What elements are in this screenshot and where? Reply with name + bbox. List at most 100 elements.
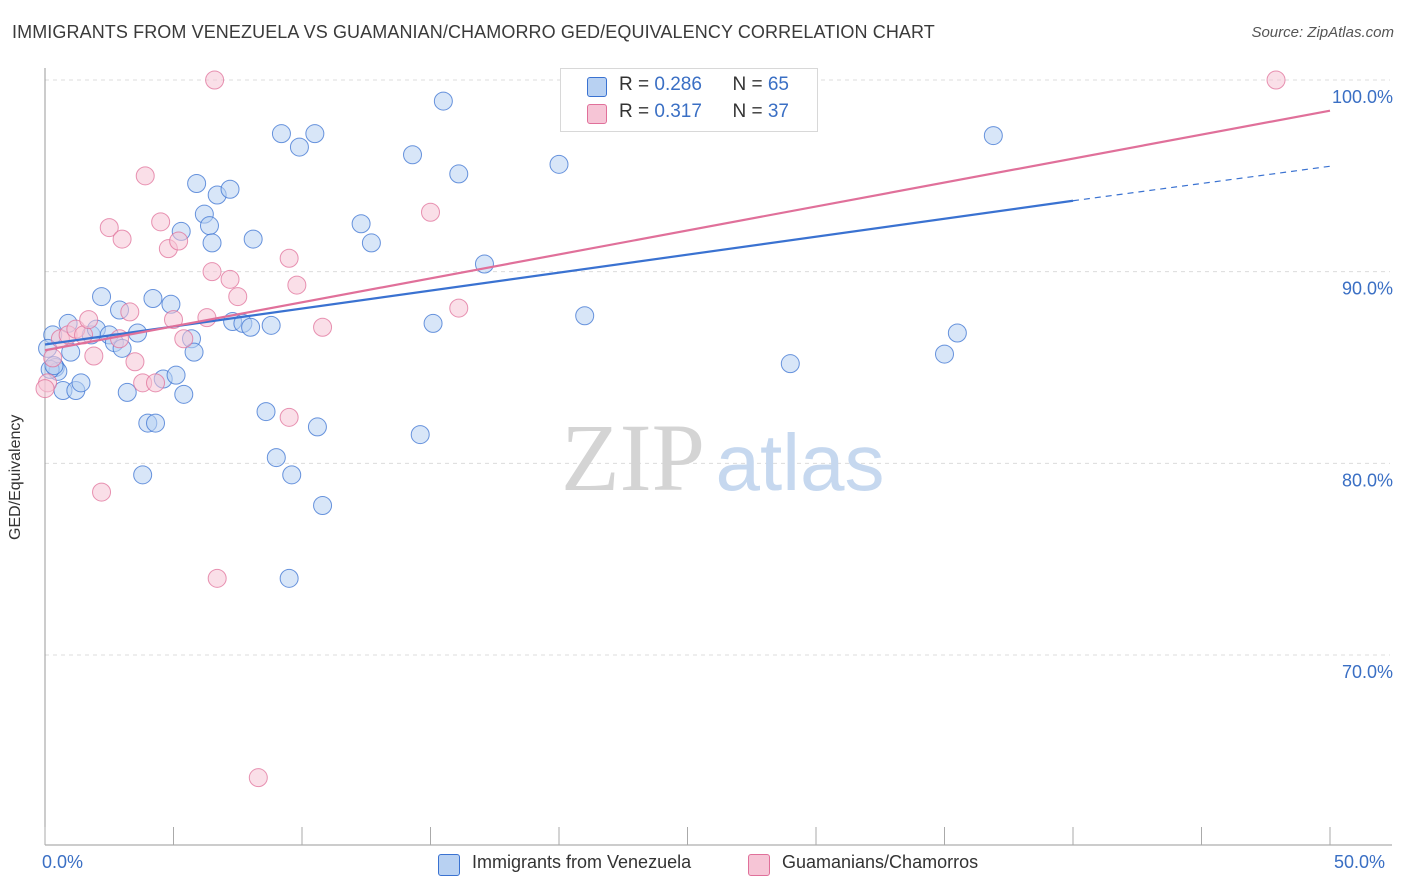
data-point bbox=[35, 379, 55, 399]
data-point bbox=[289, 137, 309, 157]
y-axis-label: GED/Equivalency bbox=[7, 414, 24, 540]
legend-swatch-blue bbox=[587, 77, 607, 97]
n-value-venezuela: 65 bbox=[767, 74, 789, 95]
data-point bbox=[133, 465, 153, 485]
trend-line-venezuela-extension bbox=[1072, 165, 1331, 202]
data-point bbox=[403, 145, 423, 165]
data-point bbox=[421, 202, 440, 222]
data-point bbox=[248, 768, 268, 788]
data-point bbox=[983, 126, 1003, 146]
data-point bbox=[243, 229, 263, 249]
r-value-guamanian: 0.317 bbox=[654, 101, 702, 122]
trend-lines bbox=[44, 109, 1331, 352]
data-point bbox=[120, 302, 140, 322]
watermark-zip: ZIP bbox=[561, 404, 705, 511]
data-point bbox=[423, 313, 443, 333]
data-point bbox=[279, 568, 299, 588]
data-point bbox=[935, 344, 954, 364]
data-point bbox=[305, 124, 325, 144]
data-point bbox=[169, 231, 189, 251]
data-point bbox=[164, 310, 183, 330]
data-point bbox=[151, 212, 171, 232]
data-point bbox=[549, 154, 569, 174]
data-point bbox=[410, 425, 430, 445]
data-point bbox=[166, 365, 186, 385]
legend-swatch-venezuela bbox=[438, 854, 460, 876]
chart-title: IMMIGRANTS FROM VENEZUELA VS GUAMANIAN/C… bbox=[12, 22, 935, 42]
y-tick-labels: 70.0% 80.0% 90.0% 100.0% bbox=[1332, 87, 1393, 682]
y-tick-label: 90.0% bbox=[1342, 279, 1393, 299]
n-label: N = bbox=[732, 74, 768, 95]
legend-swatch-guamanian bbox=[748, 854, 770, 876]
data-point bbox=[112, 229, 132, 249]
data-point bbox=[187, 174, 207, 193]
data-point bbox=[1266, 70, 1286, 90]
source-label: Source: ZipAtlas.com bbox=[1251, 24, 1394, 41]
data-point bbox=[135, 166, 155, 186]
x-tick-min: 0.0% bbox=[42, 852, 84, 872]
data-point bbox=[79, 310, 99, 330]
data-point bbox=[174, 384, 194, 404]
legend-label-guamanian: Guamanians/Chamorros bbox=[782, 852, 979, 872]
data-point bbox=[780, 354, 800, 374]
data-point bbox=[241, 317, 261, 337]
data-point bbox=[84, 346, 104, 366]
data-point bbox=[307, 417, 327, 437]
watermark: ZIP atlas bbox=[561, 404, 884, 511]
data-point bbox=[313, 317, 333, 337]
data-point bbox=[256, 402, 276, 422]
data-point bbox=[92, 287, 112, 307]
data-point bbox=[197, 308, 217, 328]
gridlines bbox=[45, 79, 1390, 656]
data-point bbox=[143, 289, 163, 308]
r-label: R = bbox=[619, 74, 655, 95]
n-value-guamanian: 37 bbox=[767, 101, 789, 122]
y-tick-label: 100.0% bbox=[1332, 87, 1393, 107]
data-point bbox=[202, 233, 222, 253]
trend-line-venezuela bbox=[44, 199, 1074, 346]
data-point bbox=[205, 70, 225, 90]
x-tick-max: 50.0% bbox=[1334, 852, 1386, 872]
data-point bbox=[575, 306, 595, 326]
correlation-legend: R = 0.286 N = 65 R = 0.317 N = 37 bbox=[560, 68, 818, 132]
data-point bbox=[117, 382, 137, 402]
r-value-venezuela: 0.286 bbox=[654, 74, 702, 95]
data-point bbox=[433, 91, 453, 111]
trend-line-guamanian bbox=[44, 109, 1331, 352]
data-point bbox=[266, 448, 286, 468]
data-point bbox=[287, 275, 307, 295]
data-point bbox=[207, 568, 227, 588]
data-point bbox=[279, 248, 299, 268]
data-point bbox=[361, 233, 381, 253]
axes bbox=[44, 68, 1392, 846]
y-tick-label: 80.0% bbox=[1342, 470, 1393, 490]
data-point bbox=[282, 465, 302, 485]
y-axis-label-wrap: GED/Equivalency bbox=[7, 335, 25, 540]
data-point bbox=[220, 179, 240, 199]
data-point bbox=[92, 482, 112, 502]
data-point bbox=[99, 218, 119, 238]
data-point bbox=[43, 348, 63, 368]
data-point bbox=[449, 298, 469, 318]
data-point bbox=[146, 413, 166, 433]
data-point bbox=[125, 352, 145, 372]
y-tick-label: 70.0% bbox=[1342, 662, 1393, 682]
data-point bbox=[202, 262, 222, 282]
data-point bbox=[199, 216, 219, 236]
legend-label-venezuela: Immigrants from Venezuela bbox=[472, 852, 692, 872]
data-point bbox=[351, 214, 371, 234]
legend-swatch-pink bbox=[587, 104, 607, 124]
data-point bbox=[71, 373, 91, 393]
data-point bbox=[184, 342, 204, 362]
data-point bbox=[279, 407, 299, 427]
data-point bbox=[449, 164, 469, 184]
series-legend: Immigrants from Venezuela Guamanians/Cha… bbox=[0, 852, 1406, 878]
data-point bbox=[220, 269, 240, 289]
data-point bbox=[174, 329, 194, 349]
data-point bbox=[228, 287, 248, 307]
data-point bbox=[146, 373, 166, 393]
n-label: N = bbox=[732, 101, 768, 122]
data-point bbox=[313, 496, 333, 515]
data-point bbox=[271, 124, 291, 144]
